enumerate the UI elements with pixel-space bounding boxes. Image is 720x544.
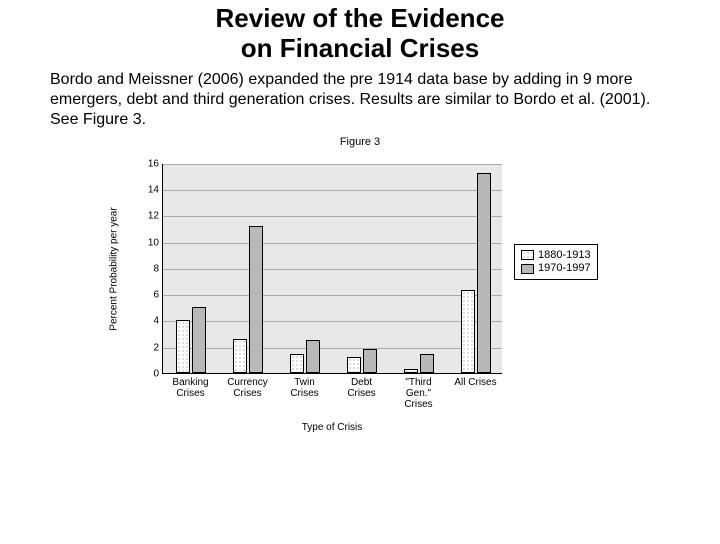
- legend-swatch: [521, 250, 534, 260]
- y-tick-label: 2: [153, 342, 159, 353]
- y-tick-label: 8: [153, 263, 159, 274]
- bar: [249, 226, 263, 373]
- y-tick-label: 14: [148, 185, 159, 196]
- bar: [461, 290, 475, 373]
- y-tick-label: 16: [148, 158, 159, 169]
- legend-item: 1970-1997: [521, 262, 591, 275]
- bar: [176, 320, 190, 373]
- bar: [404, 369, 418, 373]
- page-title: Review of the Evidence on Financial Cris…: [0, 4, 720, 64]
- bar: [306, 340, 320, 373]
- chart-container: 0 2 4 6 8 10 12 14 16 Banking Crises Currency Cris…: [90, 154, 630, 454]
- y-axis-title: Percent Probability per year: [109, 207, 120, 330]
- title-line-1: Review of the Evidence: [216, 3, 505, 33]
- grid-line: [163, 321, 502, 322]
- grid-line: [163, 190, 502, 191]
- x-axis-title: Type of Crisis: [302, 422, 363, 433]
- bar: [477, 173, 491, 373]
- x-category-label: Twin Crises: [290, 377, 318, 399]
- bar: [233, 339, 247, 373]
- x-category-label: All Crises: [454, 377, 496, 388]
- y-tick-label: 10: [148, 237, 159, 248]
- y-tick-label: 4: [153, 316, 159, 327]
- bar: [192, 307, 206, 373]
- title-line-2: on Financial Crises: [241, 33, 479, 63]
- x-category-label: "Third Gen." Crises: [404, 377, 432, 410]
- plot-area: 0246810121416Banking CrisesCurrency Cris…: [162, 164, 502, 374]
- grid-line: [163, 243, 502, 244]
- body-paragraph: Bordo and Meissner (2006) expanded the p…: [0, 70, 720, 130]
- y-tick-label: 12: [148, 211, 159, 222]
- grid-line: [163, 216, 502, 217]
- bar: [290, 354, 304, 372]
- grid-line: [163, 164, 502, 165]
- x-category-label: Debt Crises: [347, 377, 375, 399]
- grid-line: [163, 348, 502, 349]
- legend-swatch: [521, 264, 534, 274]
- legend: 1880-19131970-1997: [514, 244, 598, 280]
- x-category-label: Currency Crises: [227, 377, 268, 399]
- x-category-label: Banking Crises: [172, 377, 208, 399]
- legend-item: 1880-1913: [521, 249, 591, 262]
- slide-root: Review of the Evidence on Financial Cris…: [0, 4, 720, 544]
- legend-label: 1970-1997: [538, 262, 591, 275]
- y-tick-label: 6: [153, 290, 159, 301]
- grid-line: [163, 269, 502, 270]
- bar: [420, 354, 434, 372]
- legend-label: 1880-1913: [538, 249, 591, 262]
- bar: [347, 357, 361, 373]
- y-tick-label: 0: [153, 368, 159, 379]
- grid-line: [163, 295, 502, 296]
- figure-label: Figure 3: [0, 136, 720, 148]
- bar: [363, 349, 377, 373]
